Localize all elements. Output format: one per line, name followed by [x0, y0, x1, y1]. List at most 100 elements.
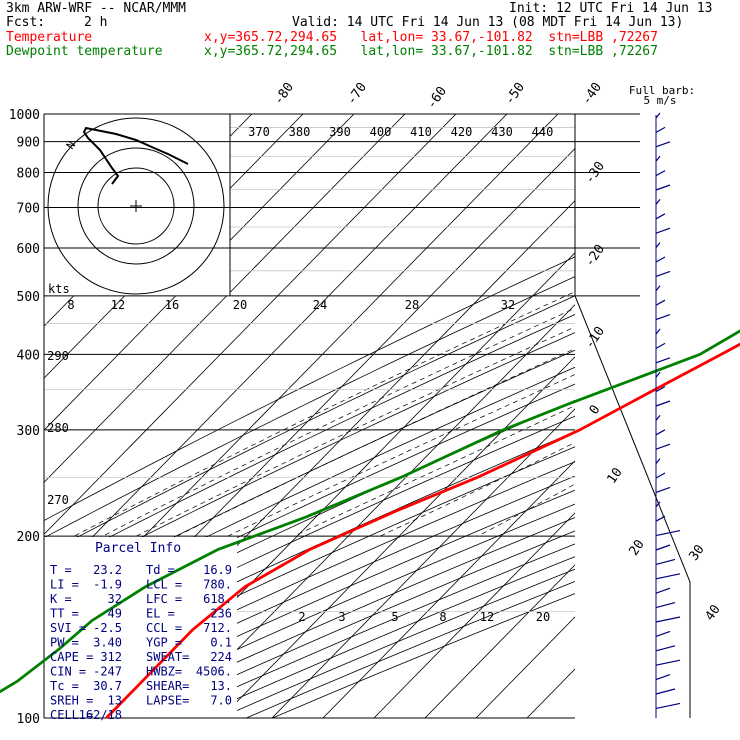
parcel-info-cell: SWEAT=	[146, 650, 189, 664]
pressure-label-500: 500	[17, 290, 40, 305]
wind-barb	[655, 443, 671, 450]
isotherm-label--30: -30	[582, 159, 608, 187]
dry-adiabat-18	[166, 543, 575, 718]
isotherm-m50	[169, 304, 575, 718]
theta-label-280: 280	[47, 421, 69, 435]
isotherm-m40	[220, 356, 575, 718]
wind-barb	[655, 328, 661, 335]
parcel-info-cell: HWBZ=	[146, 665, 182, 679]
moist-adiabat-3	[176, 348, 575, 537]
theta-label-270: 270	[47, 493, 69, 507]
parcel-info-cell: 712.	[203, 621, 232, 635]
hodograph-ring-label-28: 28	[405, 298, 419, 312]
model-title: 3km ARW-WRF -- NCAR/MMM	[6, 1, 187, 16]
dewpoint-legend-label: Dewpoint temperature	[6, 44, 163, 59]
dry-adiabat-12	[44, 461, 575, 702]
wind-barb	[655, 587, 671, 594]
wind-barb	[655, 371, 661, 378]
wind-barb	[655, 155, 661, 162]
wind-barb	[655, 702, 681, 709]
dry-adiabat-3	[44, 314, 575, 572]
dry-adiabat-1	[44, 276, 575, 539]
theta-label-290: 290	[47, 349, 69, 363]
isotherm-30	[565, 101, 740, 731]
isotherm-m120	[44, 114, 406, 483]
wind-barb	[655, 630, 671, 637]
hodograph-ring-1	[77, 147, 195, 265]
parcel-info-cell: LCL =	[146, 578, 182, 592]
isotherm-label--80: -80	[271, 80, 297, 108]
barb-scale-title: Full barb:	[629, 84, 695, 97]
hodograph-trace	[82, 126, 189, 185]
wind-barb	[655, 486, 671, 493]
temperature-curve	[105, 342, 740, 719]
dry-adiabat-2	[44, 295, 575, 555]
parcel-info-cell: 49	[108, 607, 122, 621]
theta-label-370: 370	[248, 125, 270, 139]
parcel-info-cell: PW =	[50, 636, 79, 650]
temperature-legend-info: x,y=365.72,294.65 lat,lon= 33.67,-101.82…	[204, 30, 658, 45]
wind-barb	[655, 314, 671, 321]
isotherm-20	[526, 668, 575, 718]
wind-barb	[655, 688, 676, 695]
hodograph-ring-2	[47, 117, 225, 295]
wind-barb	[655, 659, 681, 666]
parcel-info-cell: 7.0	[210, 694, 232, 708]
pressure-label-600: 600	[17, 242, 40, 257]
init-time: Init: 12 UTC Fri 14 Jun 13	[509, 1, 713, 16]
wind-barb	[655, 299, 666, 306]
wind-barb	[655, 285, 661, 292]
parcel-info-cell: 0.1	[210, 636, 232, 650]
isotherm-label-10: 10	[604, 465, 625, 486]
right-axis-lower	[574, 295, 691, 718]
isotherm-label--10: -10	[582, 324, 608, 352]
wind-barb	[655, 645, 676, 652]
parcel-info-cell: 618.	[203, 592, 232, 606]
dry-adiabat-7	[44, 383, 575, 633]
parcel-info-cell: LI =	[50, 578, 79, 592]
isotherm-m130	[44, 114, 355, 431]
parcel-info-cell: 32	[108, 592, 122, 606]
hodograph-ring-label-16: 16	[165, 298, 179, 312]
isotherm-10	[475, 616, 575, 718]
mixing-ratio-label-2: 2	[298, 610, 305, 624]
parcel-info-cell: -247	[93, 665, 122, 679]
parcel-info-cell: 30.7	[93, 679, 122, 693]
wind-barb	[655, 112, 661, 119]
wind-barb	[655, 415, 661, 421]
dry-adiabat-4	[44, 332, 575, 588]
parcel-info-cell: 780.	[203, 578, 232, 592]
theta-label-400: 400	[370, 125, 392, 139]
isotherm-m10	[373, 512, 575, 718]
isotherm-0	[424, 564, 575, 718]
pressure-label-700: 700	[17, 202, 40, 217]
theta-label-440: 440	[532, 125, 554, 139]
dry-adiabat-11	[44, 446, 575, 689]
wind-barb	[655, 141, 671, 148]
isotherm-50	[667, 101, 740, 731]
pressure-label-100: 100	[17, 712, 40, 727]
parcel-info-cell: Td =	[146, 563, 175, 577]
pressure-label-400: 400	[17, 348, 40, 363]
wind-barb	[655, 270, 671, 277]
isotherm-label-40: 40	[702, 602, 723, 623]
hodograph-ring-label-24: 24	[313, 298, 327, 312]
parcel-info-title: Parcel Info	[95, 541, 181, 556]
parcel-info-cell: 312	[100, 650, 122, 664]
parcel-info-cell: CELL =	[50, 708, 93, 722]
hodograph-ring-label-8: 8	[67, 298, 74, 312]
parcel-info-cell: -2.5	[93, 621, 122, 635]
pressure-label-900: 900	[17, 136, 40, 151]
moist-adiabat-6	[379, 442, 575, 537]
wind-barb	[655, 602, 676, 609]
wind-barb	[655, 515, 666, 522]
parcel-info-cell: -1.9	[93, 578, 122, 592]
wind-barb	[655, 400, 671, 407]
wind-barb	[655, 674, 671, 681]
parcel-info-cell: YGP =	[146, 636, 182, 650]
hodograph-ring-0	[97, 167, 175, 245]
parcel-info-cell: LFC =	[146, 592, 182, 606]
parcel-info-cell: SHEAR=	[146, 679, 189, 693]
wind-barb	[655, 573, 681, 580]
isotherm-m30	[271, 408, 575, 718]
